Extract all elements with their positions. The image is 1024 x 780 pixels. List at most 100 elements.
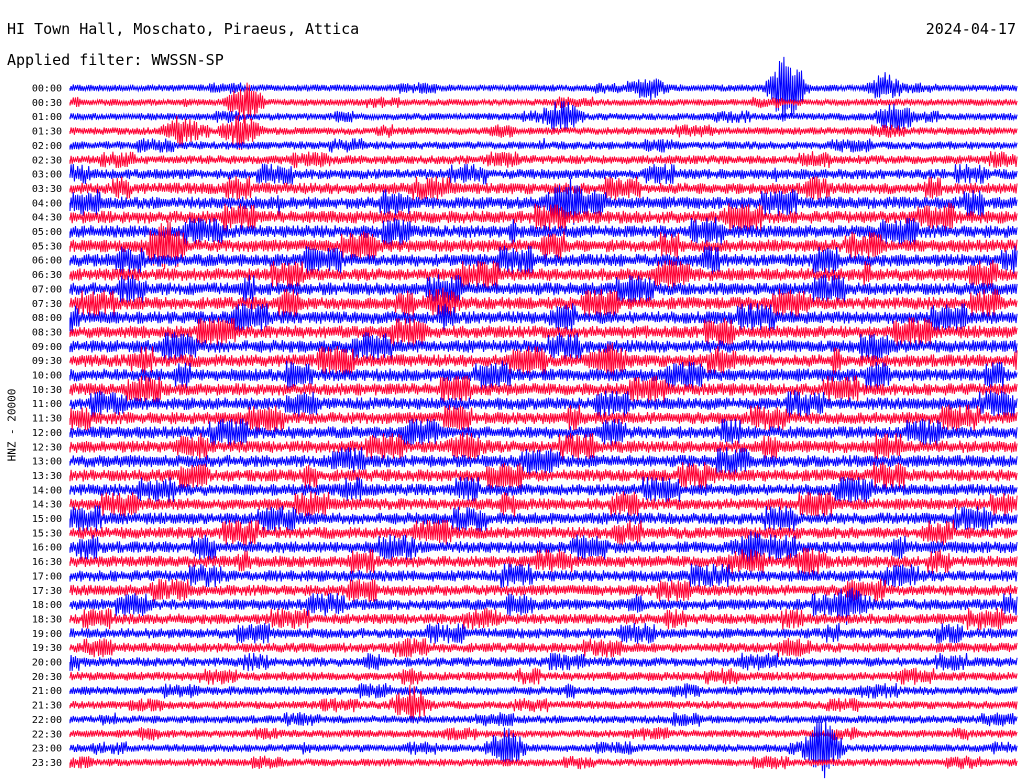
- time-tick-label: 17:00: [32, 571, 62, 582]
- seismic-trace: [69, 317, 1018, 347]
- plot-date: 2024-04-17: [925, 20, 1016, 38]
- time-tick-label: 15:00: [32, 514, 62, 525]
- time-tick-label: 14:00: [32, 485, 62, 496]
- time-tick-label: 05:00: [32, 227, 62, 238]
- seismic-trace: [69, 418, 1018, 447]
- time-tick-label: 23:30: [32, 758, 62, 769]
- seismic-trace: [69, 390, 1018, 418]
- time-tick-label: 16:00: [32, 543, 62, 554]
- time-tick-label: 19:00: [32, 629, 62, 640]
- time-tick-label: 21:00: [32, 686, 62, 697]
- time-tick-label: 21:30: [32, 701, 62, 712]
- seismic-trace: [69, 216, 1018, 247]
- seismic-trace: [69, 726, 1018, 741]
- seismic-trace: [69, 505, 1018, 532]
- time-tick-label: 01:00: [32, 112, 62, 123]
- seismic-trace: [69, 178, 1018, 225]
- time-tick-label: 03:30: [32, 184, 62, 195]
- seismic-trace: [69, 712, 1018, 727]
- seismic-trace: [69, 100, 1018, 133]
- seismic-trace: [69, 667, 1018, 685]
- seismic-trace: [69, 137, 1018, 153]
- time-tick-label: 19:30: [32, 643, 62, 654]
- time-tick-label: 07:00: [32, 284, 62, 295]
- seismic-trace: [69, 637, 1018, 658]
- seismic-trace: [69, 259, 1018, 290]
- seismic-trace: [69, 578, 1018, 602]
- seismic-trace: [69, 82, 1018, 124]
- seismic-trace: [69, 163, 1018, 185]
- seismic-trace: [69, 607, 1018, 631]
- time-tick-label: 20:30: [32, 672, 62, 683]
- seismic-trace: [69, 176, 1018, 201]
- seismic-trace: [69, 56, 1018, 122]
- seismic-trace: [69, 531, 1018, 566]
- time-tick-label: 02:00: [32, 141, 62, 152]
- seismic-trace: [69, 684, 1018, 724]
- seismic-trace: [69, 375, 1018, 404]
- trace-group: [69, 56, 1018, 779]
- seismic-trace: [69, 151, 1018, 169]
- seismic-trace: [69, 331, 1018, 361]
- time-tick-label: 14:30: [32, 500, 62, 511]
- seismic-trace: [69, 245, 1018, 275]
- time-tick-label: 13:30: [32, 471, 62, 482]
- time-tick-label: 02:30: [32, 155, 62, 166]
- time-tick-label: 05:30: [32, 241, 62, 252]
- time-tick-label: 12:30: [32, 442, 62, 453]
- time-tick-label: 17:30: [32, 586, 62, 597]
- seismic-trace: [69, 652, 1018, 672]
- filter-label: Applied filter: WWSSN-SP: [7, 51, 224, 69]
- time-tick-label: 18:30: [32, 614, 62, 625]
- time-tick-label: 03:00: [32, 170, 62, 181]
- time-tick-labels: 00:00 00:30 01:00 01:30 02:00 02:30 03:00 03:30…: [32, 84, 62, 769]
- time-tick-label: 08:00: [32, 313, 62, 324]
- time-tick-label: 11:00: [32, 399, 62, 410]
- time-tick-label: 06:30: [32, 270, 62, 281]
- seismic-trace: [69, 622, 1018, 644]
- time-tick-label: 09:30: [32, 356, 62, 367]
- seismic-trace: [69, 563, 1018, 589]
- time-tick-label: 10:30: [32, 385, 62, 396]
- time-tick-label: 06:00: [32, 256, 62, 267]
- seismic-trace: [69, 303, 1018, 333]
- seismic-trace: [69, 587, 1018, 626]
- seismic-trace: [69, 202, 1018, 232]
- seismic-trace: [69, 718, 1018, 779]
- seismic-trace: [69, 519, 1018, 546]
- seismic-trace: [69, 755, 1018, 770]
- seismic-trace: [69, 287, 1018, 318]
- time-tick-label: 13:00: [32, 457, 62, 468]
- seismic-trace: [69, 220, 1018, 270]
- time-tick-label: 15:30: [32, 528, 62, 539]
- seismic-trace: [69, 476, 1018, 503]
- seismic-trace: [69, 461, 1018, 490]
- time-tick-label: 00:00: [32, 84, 62, 95]
- time-tick-label: 11:30: [32, 414, 62, 425]
- time-tick-label: 09:00: [32, 342, 62, 353]
- time-tick-label: 23:00: [32, 744, 62, 755]
- time-tick-label: 10:00: [32, 371, 62, 382]
- seismic-trace: [69, 360, 1018, 390]
- seismic-trace: [69, 114, 1018, 150]
- time-tick-label: 04:30: [32, 213, 62, 224]
- time-tick-label: 16:30: [32, 557, 62, 568]
- seismic-trace: [69, 404, 1018, 433]
- station-title: HI Town Hall, Moschato, Piraeus, Attica: [7, 20, 360, 38]
- seismic-trace: [69, 547, 1018, 576]
- time-tick-label: 18:00: [32, 600, 62, 611]
- seismic-trace: [69, 274, 1018, 304]
- time-tick-label: 01:30: [32, 127, 62, 138]
- time-tick-label: 22:30: [32, 729, 62, 740]
- seismic-trace: [69, 682, 1018, 699]
- seismic-trace: [69, 490, 1018, 518]
- time-tick-label: 20:00: [32, 658, 62, 669]
- time-tick-label: 22:00: [32, 715, 62, 726]
- time-tick-label: 00:30: [32, 98, 62, 109]
- seismic-trace: [69, 447, 1018, 475]
- time-tick-label: 04:00: [32, 198, 62, 209]
- seismic-trace: [69, 432, 1018, 461]
- time-tick-label: 12:00: [32, 428, 62, 439]
- time-tick-label: 07:30: [32, 299, 62, 310]
